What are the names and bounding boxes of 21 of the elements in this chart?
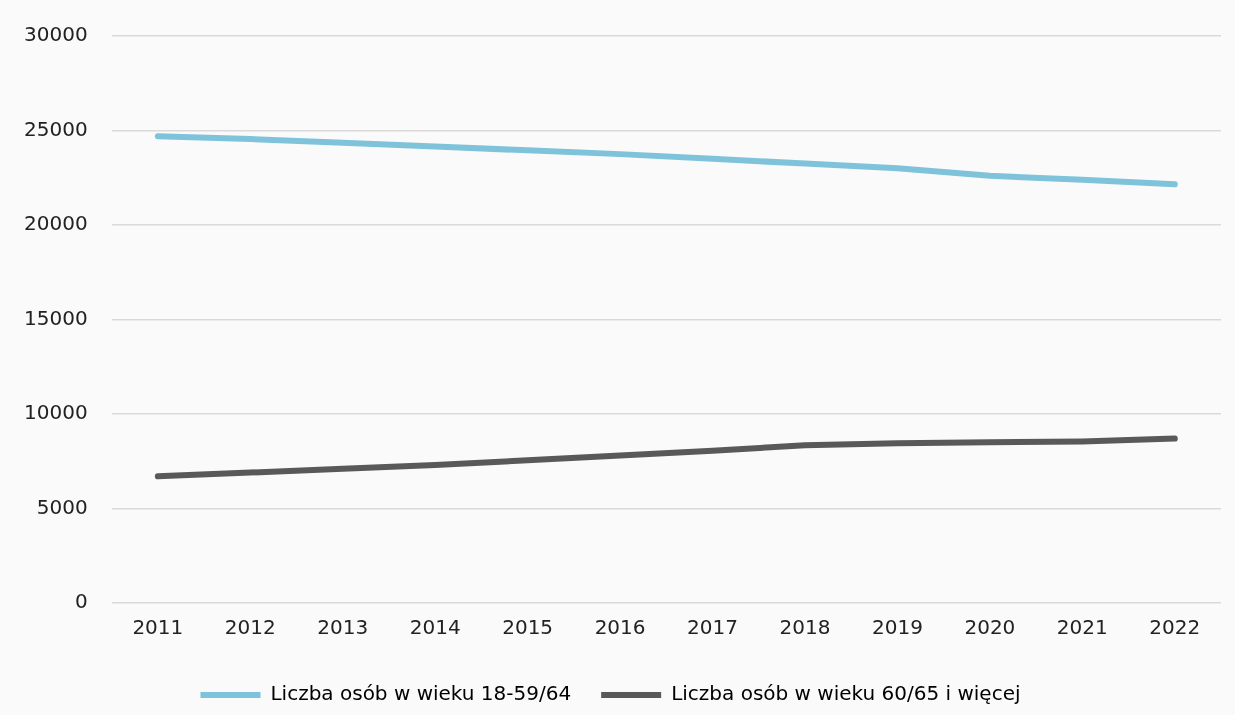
x-tick-label: 2013 bbox=[317, 615, 369, 640]
x-tick-label: 2019 bbox=[871, 615, 923, 640]
x-tick-label: 2017 bbox=[687, 615, 738, 640]
y-tick-label: 20000 bbox=[24, 211, 88, 236]
y-tick-label: 5000 bbox=[36, 494, 88, 519]
x-tick-label: 2012 bbox=[224, 615, 276, 640]
legend-label: Liczba osób w wieku 60/65 i więcej bbox=[671, 681, 1021, 706]
y-tick-label: 15000 bbox=[24, 305, 88, 330]
x-tick-label: 2014 bbox=[409, 615, 461, 640]
y-tick-label: 0 bbox=[74, 589, 88, 614]
legend-label: Liczba osób w wieku 18-59/64 bbox=[270, 681, 572, 706]
x-tick-label: 2015 bbox=[502, 615, 554, 640]
x-tick-label: 2018 bbox=[779, 615, 831, 640]
y-tick-label: 25000 bbox=[24, 116, 88, 141]
x-tick-label: 2021 bbox=[1056, 615, 1108, 640]
x-tick-label: 2011 bbox=[132, 615, 184, 640]
x-tick-label: 2020 bbox=[964, 615, 1016, 640]
x-tick-label: 2016 bbox=[594, 615, 646, 640]
y-tick-label: 10000 bbox=[24, 400, 88, 425]
y-tick-label: 30000 bbox=[24, 22, 88, 47]
x-tick-label: 2022 bbox=[1149, 615, 1201, 640]
